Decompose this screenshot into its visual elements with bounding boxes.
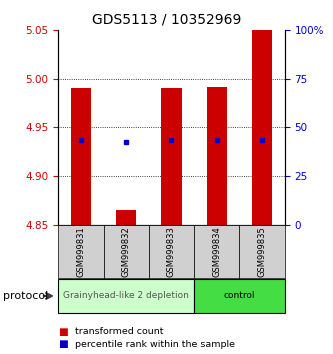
Text: GSM999835: GSM999835 (257, 226, 267, 277)
Text: control: control (224, 291, 255, 301)
Bar (161, 88, 182, 225)
Text: ■: ■ (58, 327, 68, 337)
Bar (116, 210, 137, 225)
Bar (206, 86, 227, 225)
Text: Grainyhead-like 2 depletion: Grainyhead-like 2 depletion (63, 291, 189, 301)
Text: percentile rank within the sample: percentile rank within the sample (75, 339, 235, 349)
Text: GSM999831: GSM999831 (76, 226, 86, 277)
Bar (71, 88, 91, 225)
Text: protocol: protocol (3, 291, 49, 301)
Bar (252, 21, 272, 225)
Text: GSM999833: GSM999833 (167, 226, 176, 277)
Text: GSM999832: GSM999832 (122, 226, 131, 277)
Text: transformed count: transformed count (75, 327, 164, 336)
Text: GDS5113 / 10352969: GDS5113 / 10352969 (92, 12, 241, 27)
Text: GSM999834: GSM999834 (212, 226, 221, 277)
Text: ■: ■ (58, 339, 68, 349)
